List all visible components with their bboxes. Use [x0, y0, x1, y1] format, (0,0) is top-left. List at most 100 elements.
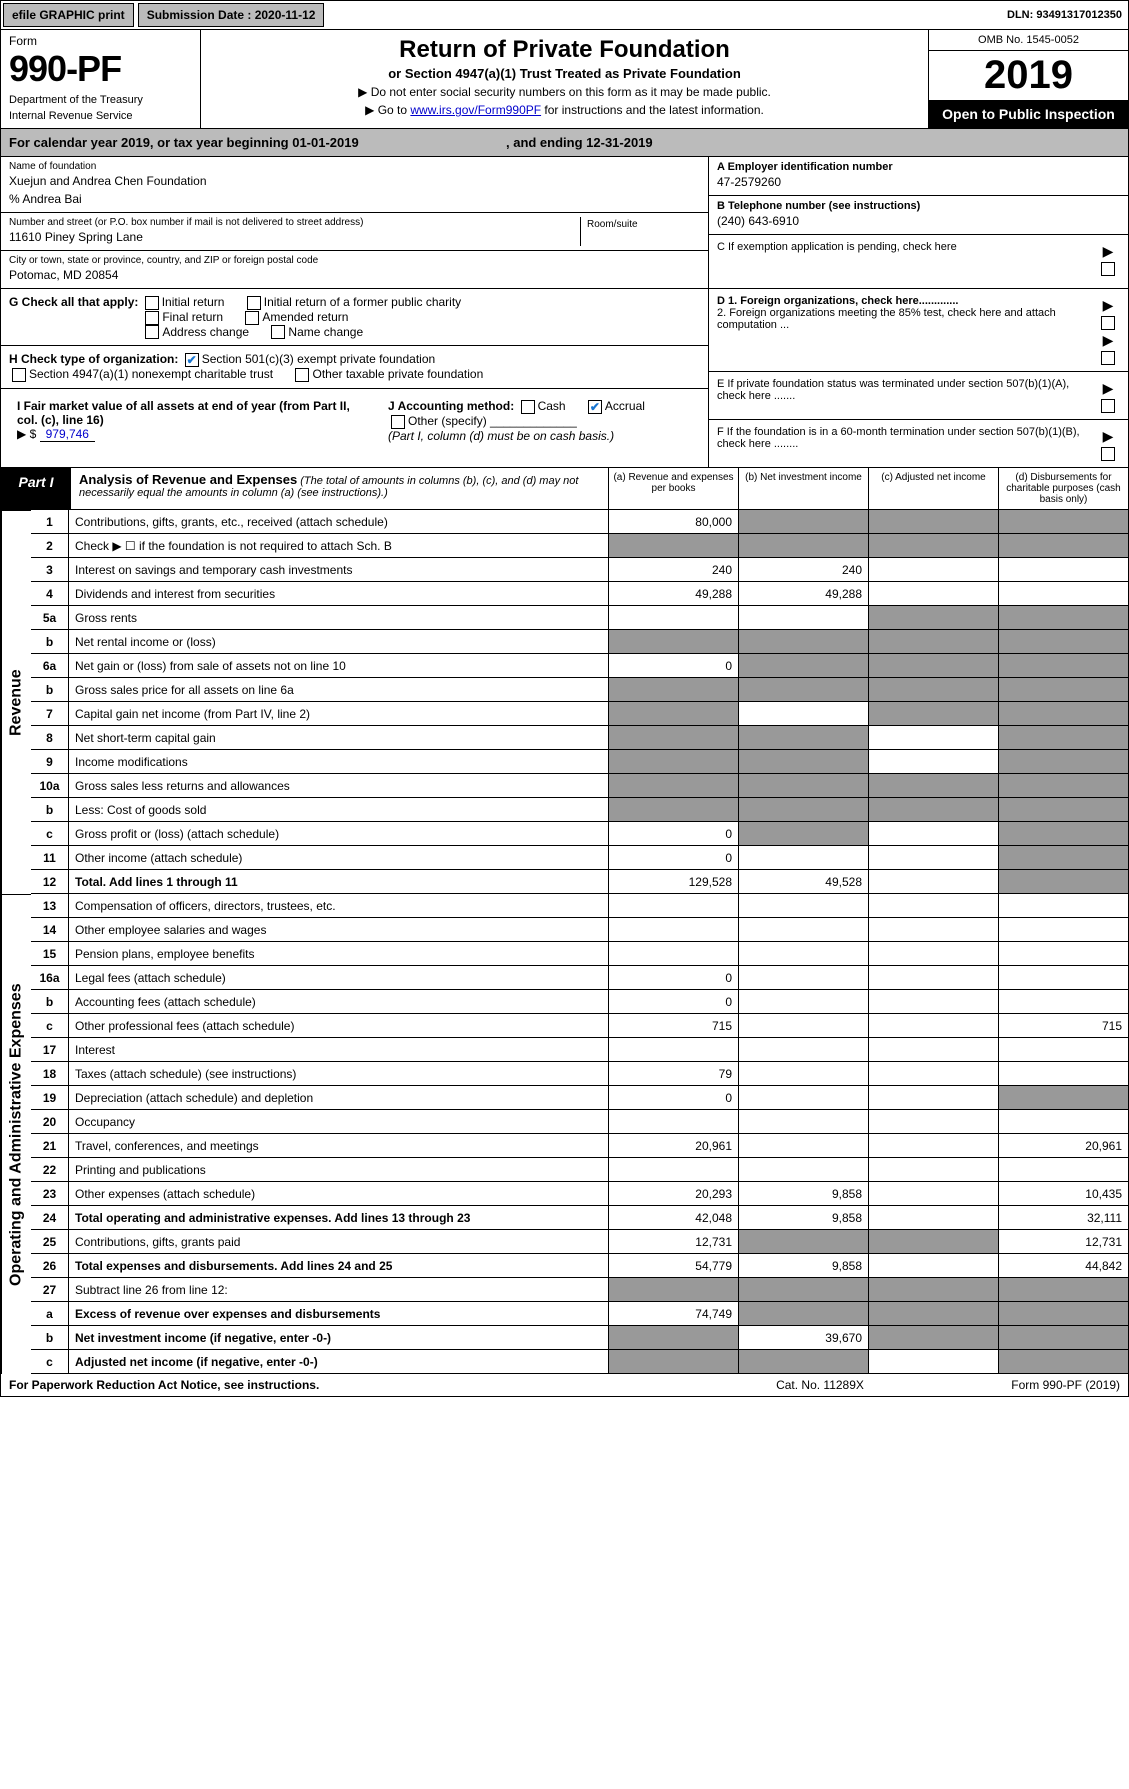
- cell-c: [869, 702, 999, 726]
- j-cash-checkbox[interactable]: [521, 400, 535, 414]
- cell-b: [739, 942, 869, 966]
- d1-checkbox[interactable]: [1101, 316, 1115, 330]
- instr2: ▶ Go to www.irs.gov/Form990PF for instru…: [207, 103, 922, 117]
- cell-c: [869, 1230, 999, 1254]
- cell-d: [999, 1062, 1129, 1086]
- h-501c3-checkbox[interactable]: [185, 353, 199, 367]
- cell-d: [999, 1278, 1129, 1302]
- submission-date-button[interactable]: Submission Date : 2020-11-12: [138, 3, 325, 27]
- cell-c: [869, 558, 999, 582]
- c-checkbox[interactable]: [1101, 262, 1115, 276]
- part1-label: Part I: [1, 468, 71, 509]
- cell-d: [999, 606, 1129, 630]
- g-initial-label: Initial return: [162, 295, 225, 309]
- open-to-public: Open to Public Inspection: [929, 100, 1128, 128]
- cell-a: 80,000: [609, 510, 739, 534]
- cell-a: [609, 942, 739, 966]
- cell-a: [609, 1038, 739, 1062]
- cell-b: [739, 798, 869, 822]
- col-d-header: (d) Disbursements for charitable purpose…: [998, 468, 1128, 509]
- cell-b: [739, 966, 869, 990]
- cell-a: 79: [609, 1062, 739, 1086]
- line-desc: Pension plans, employee benefits: [69, 942, 609, 966]
- cell-b: [739, 1134, 869, 1158]
- cell-d: [999, 1086, 1129, 1110]
- street-address: 11610 Piney Spring Lane: [9, 228, 580, 246]
- h-4947-checkbox[interactable]: [12, 368, 26, 382]
- line-desc: Legal fees (attach schedule): [69, 966, 609, 990]
- cell-b: [739, 1278, 869, 1302]
- cell-b: [739, 654, 869, 678]
- line-no: 23: [31, 1182, 69, 1206]
- line-no: 7: [31, 702, 69, 726]
- j-other-checkbox[interactable]: [391, 415, 405, 429]
- g-amended-checkbox[interactable]: [245, 311, 259, 325]
- cell-c: [869, 1158, 999, 1182]
- g-address-checkbox[interactable]: [145, 325, 159, 339]
- efile-print-button[interactable]: efile GRAPHIC print: [3, 3, 134, 27]
- line-desc: Adjusted net income (if negative, enter …: [69, 1350, 609, 1374]
- cell-b: 39,670: [739, 1326, 869, 1350]
- cell-b: [739, 606, 869, 630]
- cell-c: [869, 1326, 999, 1350]
- cell-a: [609, 1278, 739, 1302]
- e-checkbox[interactable]: [1101, 399, 1115, 413]
- f-label: F If the foundation is in a 60-month ter…: [717, 426, 1096, 450]
- d2-checkbox[interactable]: [1101, 351, 1115, 365]
- f-checkbox[interactable]: [1101, 447, 1115, 461]
- cell-c: [869, 990, 999, 1014]
- cell-d: 10,435: [999, 1182, 1129, 1206]
- cell-c: [869, 534, 999, 558]
- line-desc: Taxes (attach schedule) (see instruction…: [69, 1062, 609, 1086]
- cell-d: [999, 870, 1129, 894]
- cell-c: [869, 678, 999, 702]
- line-desc: Contributions, gifts, grants paid: [69, 1230, 609, 1254]
- line-desc: Gross profit or (loss) (attach schedule): [69, 822, 609, 846]
- h-501c3-label: Section 501(c)(3) exempt private foundat…: [202, 352, 435, 366]
- cell-d: [999, 846, 1129, 870]
- cell-b: 9,858: [739, 1182, 869, 1206]
- form990pf-link[interactable]: www.irs.gov/Form990PF: [410, 103, 541, 117]
- addr-label: Number and street (or P.O. box number if…: [9, 217, 580, 228]
- g-name-checkbox[interactable]: [271, 325, 285, 339]
- omb-number: OMB No. 1545-0052: [929, 30, 1128, 51]
- cell-c: [869, 942, 999, 966]
- cell-c: [869, 654, 999, 678]
- cell-d: [999, 1302, 1129, 1326]
- cell-b: [739, 1302, 869, 1326]
- line-no: b: [31, 1326, 69, 1350]
- j-accrual-checkbox[interactable]: [588, 400, 602, 414]
- cell-a: [609, 534, 739, 558]
- cell-c: [869, 966, 999, 990]
- cell-c: [869, 606, 999, 630]
- cell-b: [739, 534, 869, 558]
- cell-d: [999, 774, 1129, 798]
- line-desc: Capital gain net income (from Part IV, l…: [69, 702, 609, 726]
- cell-a: 0: [609, 1086, 739, 1110]
- checks-section: G Check all that apply: Initial return I…: [0, 289, 1129, 468]
- cell-d: [999, 1158, 1129, 1182]
- part1-grid: Revenue1Contributions, gifts, grants, et…: [0, 510, 1129, 1374]
- line-no: 4: [31, 582, 69, 606]
- cell-a: [609, 1350, 739, 1374]
- line-no: c: [31, 1014, 69, 1038]
- g-amended-label: Amended return: [262, 310, 348, 324]
- cell-c: [869, 894, 999, 918]
- line-desc: Contributions, gifts, grants, etc., rece…: [69, 510, 609, 534]
- cell-a: 49,288: [609, 582, 739, 606]
- cell-c: [869, 846, 999, 870]
- cell-a: 0: [609, 966, 739, 990]
- cell-b: [739, 846, 869, 870]
- cell-a: 715: [609, 1014, 739, 1038]
- g-initial-former-checkbox[interactable]: [247, 296, 261, 310]
- cell-a: [609, 1110, 739, 1134]
- cell-c: [869, 726, 999, 750]
- cell-a: 74,749: [609, 1302, 739, 1326]
- cell-d: [999, 1326, 1129, 1350]
- form-subtitle: or Section 4947(a)(1) Trust Treated as P…: [207, 66, 922, 81]
- g-final-checkbox[interactable]: [145, 311, 159, 325]
- cell-b: [739, 726, 869, 750]
- g-initial-checkbox[interactable]: [145, 296, 159, 310]
- h-other-taxable-checkbox[interactable]: [295, 368, 309, 382]
- cell-c: [869, 798, 999, 822]
